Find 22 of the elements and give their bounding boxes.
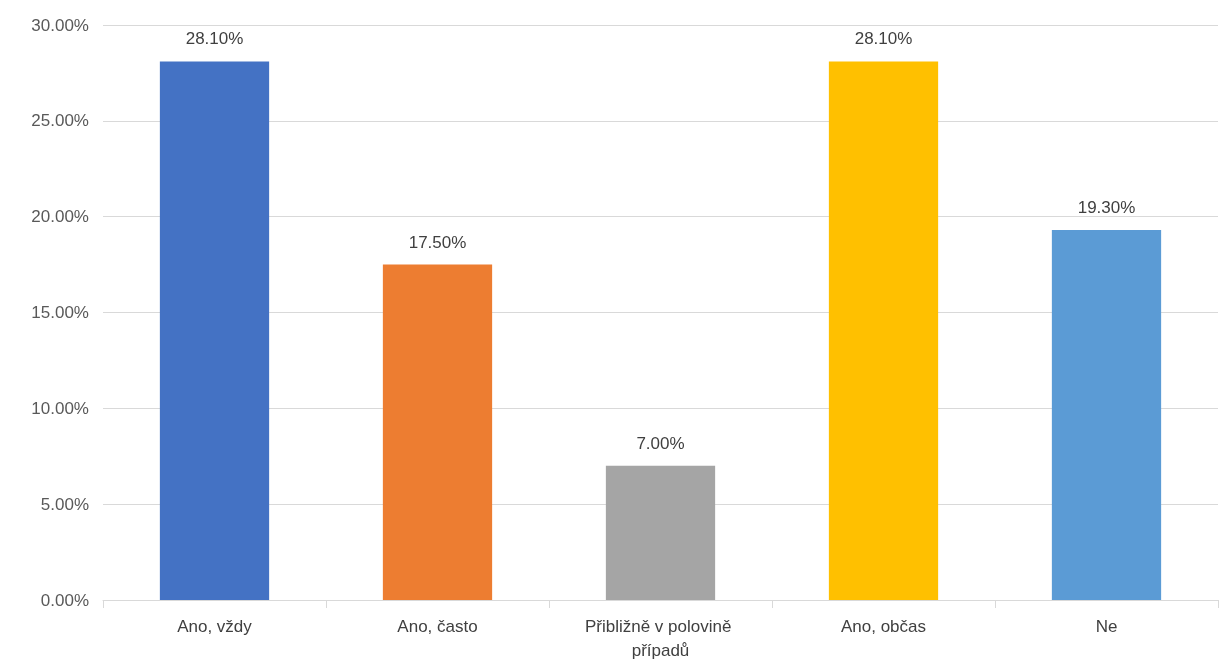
y-tick-label: 25.00% — [31, 111, 89, 131]
x-tick-label: Ano, vždy — [177, 616, 253, 636]
bar — [1051, 230, 1162, 600]
bar — [382, 264, 493, 600]
y-tick-label: 30.00% — [31, 15, 89, 35]
data-label: 28.10% — [185, 29, 244, 49]
bar — [605, 465, 716, 600]
data-label: 19.30% — [1077, 198, 1136, 218]
x-tick-label: Ano, občas — [840, 616, 927, 636]
bar — [828, 61, 939, 600]
y-tick-label: 15.00% — [31, 303, 89, 322]
x-tick-label: Ne — [1095, 616, 1118, 636]
x-tick-label: Ano, často — [397, 616, 478, 636]
data-label: 17.50% — [408, 232, 467, 252]
data-label: 7.00% — [636, 433, 685, 453]
data-label: 28.10% — [854, 29, 913, 49]
y-tick-label: 5.00% — [40, 494, 89, 514]
y-tick-label: 20.00% — [31, 207, 89, 227]
y-tick-label: 10.00% — [31, 398, 89, 418]
bar — [159, 61, 270, 600]
y-tick-label: 0.00% — [40, 590, 89, 610]
x-tick-label: Přibližně v polovině případů — [584, 616, 737, 660]
